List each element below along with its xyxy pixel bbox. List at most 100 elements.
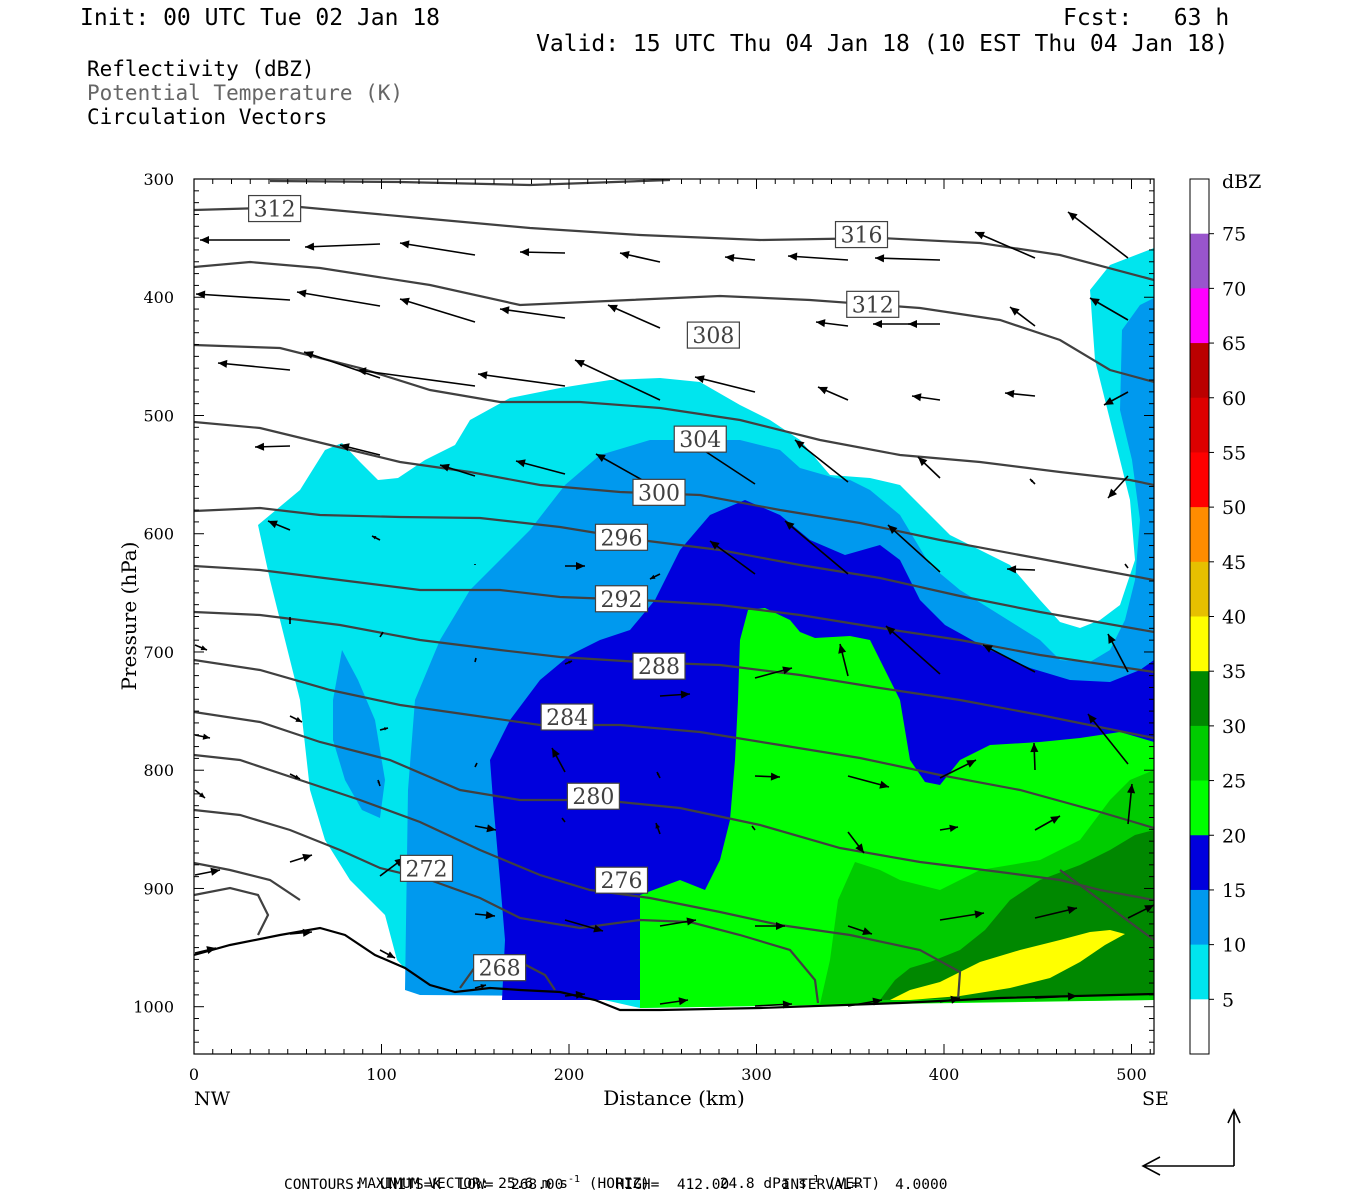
- theta-label: 276: [601, 869, 643, 894]
- circulation-vector: [561, 817, 566, 823]
- refl-10-blob: [333, 650, 385, 818]
- theta-line: [194, 753, 962, 1001]
- theta-line: [194, 808, 820, 1004]
- circulation-vector: [939, 995, 961, 1004]
- circulation-vector: [564, 919, 604, 933]
- theta-label-box: [566, 782, 620, 810]
- theta-line: [1059, 869, 1154, 941]
- y-tick-label: 400: [143, 288, 174, 307]
- circulation-vector: [551, 747, 566, 773]
- circulation-vector: [787, 252, 849, 261]
- circulation-vector: [1067, 211, 1129, 259]
- colorbar: 5 10 15 20 25 30 35 40 45 50 55 60 65 70 75: [1189, 178, 1246, 1055]
- circulation-vector: [982, 644, 1036, 673]
- circulation-vector: [939, 910, 985, 921]
- theta-label: 296: [601, 526, 643, 551]
- circulation-vector: [574, 359, 661, 401]
- circulation-vector: [194, 733, 211, 740]
- max-vector-note: MAXIMUM VECTOR: 25.6 m s-1 (HORIZ) 24.8 …: [341, 1158, 880, 1192]
- field-circulation-vectors: Circulation Vectors: [87, 105, 328, 129]
- axis-tick-labels: 0 100 200 300 400 500 300 400 500 600 700 800 900 100…: [133, 170, 1146, 1084]
- colorbar-label: 30: [1222, 716, 1246, 738]
- circulation-vector: [399, 297, 476, 323]
- circulation-vector: [1127, 783, 1136, 825]
- circulation-vector: [939, 759, 977, 779]
- theta-label-box: [594, 585, 649, 613]
- circulation-vector: [873, 319, 910, 329]
- circulation-vector: [289, 928, 313, 937]
- circulation-vectors: [194, 211, 1154, 1009]
- colorbar-swatch: [1190, 780, 1209, 836]
- colorbar-label: 20: [1222, 825, 1246, 847]
- circulation-vector: [847, 831, 865, 854]
- circulation-vector: [474, 762, 478, 768]
- x-tick-label: 500: [1116, 1065, 1147, 1084]
- theta-label: 304: [679, 428, 721, 453]
- circulation-vector: [1087, 713, 1129, 765]
- circulation-vector: [564, 660, 573, 665]
- circulation-vector: [371, 535, 381, 541]
- colorbar-label: 25: [1222, 771, 1246, 793]
- valid-time: Valid: 15 UTC Thu 04 Jan 18 (10 EST Thu …: [536, 31, 1229, 57]
- circulation-vector: [1004, 389, 1036, 398]
- circulation-vector: [1006, 565, 1036, 574]
- circulation-vector: [474, 657, 477, 663]
- circulation-vector: [564, 990, 586, 999]
- circulation-vector: [655, 822, 661, 835]
- circulation-vector: [1034, 906, 1078, 919]
- circulation-vector: [217, 359, 291, 371]
- circulation-vector: [379, 727, 389, 731]
- terrain: [193, 926, 1155, 1012]
- theta-label: 312: [254, 198, 296, 223]
- y-tick-label: 500: [143, 406, 174, 425]
- circulation-vector: [1034, 815, 1061, 831]
- theta-line: [194, 861, 301, 901]
- circulation-vector: [1124, 563, 1129, 569]
- theta-line: [194, 658, 1154, 830]
- circulation-vector: [1034, 992, 1078, 1001]
- colorbar-title: dBZ: [1222, 171, 1261, 193]
- circulation-vector: [194, 789, 206, 799]
- y-tick-label: 900: [143, 879, 174, 898]
- circulation-vector: [474, 824, 497, 833]
- circulation-vector: [288, 617, 292, 624]
- theta-line: [194, 260, 1154, 384]
- circulation-vector: [474, 984, 487, 989]
- circulation-vector: [565, 561, 585, 571]
- circulation-vector: [499, 306, 566, 319]
- circulation-vector: [377, 779, 381, 787]
- theta-label: 272: [406, 857, 448, 882]
- circulation-vector: [379, 631, 384, 638]
- field-potential-temperature: Potential Temperature (K): [87, 81, 404, 105]
- circulation-vector: [303, 351, 381, 379]
- circulation-vector: [656, 771, 661, 779]
- circulation-vector: [194, 946, 217, 955]
- circulation-vector: [885, 625, 941, 675]
- theta-label-box: [473, 954, 527, 982]
- colorbar-label: 50: [1222, 497, 1246, 519]
- circulation-vector: [477, 371, 566, 387]
- colorbar-swatch: [1190, 616, 1209, 672]
- circulation-vector: [817, 386, 849, 401]
- circulation-vector: [838, 643, 849, 677]
- circulation-vector: [289, 853, 313, 863]
- circulation-vector: [379, 949, 396, 959]
- vert-suffix: (VERT): [819, 1175, 881, 1192]
- x-tick-label: 0: [189, 1065, 199, 1084]
- theta-label: 300: [638, 481, 680, 506]
- circulation-vector: [911, 393, 941, 402]
- circulation-vector: [874, 254, 941, 263]
- theta-label: 280: [572, 785, 614, 810]
- colorbar-swatch: [1190, 397, 1209, 453]
- colorbar-label: 55: [1222, 442, 1246, 464]
- max-horiz-value: 25.6 m s: [498, 1175, 568, 1192]
- theta-contour-labels: 312 316 312 308 304 300 296 292 288 284 280 276 272 2…: [248, 194, 900, 982]
- field-reflectivity: Reflectivity (dBZ): [87, 57, 315, 81]
- circulation-vector: [1107, 633, 1129, 673]
- terrain-line: [193, 926, 1155, 1012]
- colorbar-swatch: [1190, 999, 1209, 1055]
- circulation-vector: [474, 911, 496, 920]
- theta-line: [194, 205, 1154, 282]
- circulation-vector: [784, 520, 849, 575]
- theta-line: [269, 179, 671, 187]
